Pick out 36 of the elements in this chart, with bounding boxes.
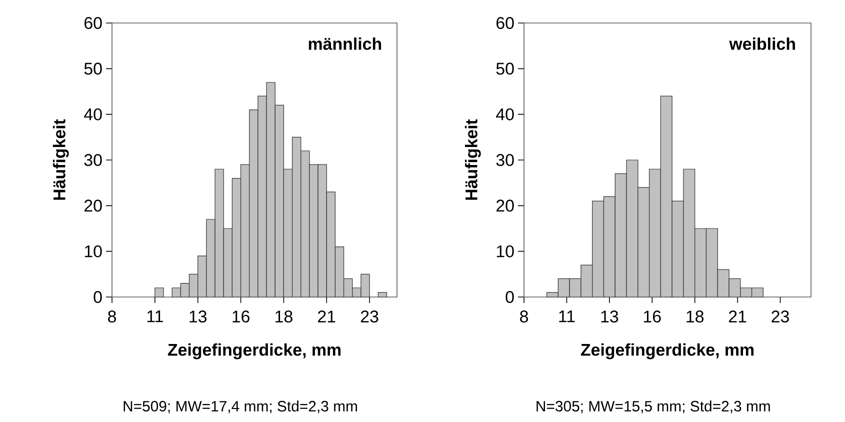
y-tick-label: 60 bbox=[496, 17, 514, 30]
y-tick-label: 0 bbox=[94, 291, 102, 304]
y-tick-label: 50 bbox=[84, 62, 102, 75]
y-tick-label: 40 bbox=[496, 108, 514, 120]
x-tick-label: 21 bbox=[318, 310, 336, 322]
y-tick-label: 10 bbox=[496, 245, 514, 258]
x-tick-label: 18 bbox=[276, 310, 292, 323]
text: N=509; MW=17,4 mm; Std=2,3 mm bbox=[124, 400, 357, 414]
x-tick-label: 11 bbox=[147, 310, 163, 322]
y-tick-label: 40 bbox=[84, 108, 102, 120]
y-tick-label: 10 bbox=[84, 245, 102, 258]
x-tick-label: 23 bbox=[772, 310, 789, 323]
x-tick-label: 21 bbox=[728, 310, 746, 322]
y-tick-label: 0 bbox=[506, 291, 514, 304]
y-axis-title: Häufigkeit bbox=[464, 119, 481, 200]
text: männlich bbox=[308, 37, 382, 50]
x-tick-label: 13 bbox=[190, 310, 207, 323]
y-tick-label: 60 bbox=[84, 17, 102, 30]
x-tick-label: 13 bbox=[601, 310, 618, 323]
x-tick-label: 23 bbox=[360, 310, 378, 323]
text: N=305; MW=15,5 mm; Std=2,3 mm bbox=[536, 400, 770, 414]
x-tick-label: 8 bbox=[520, 310, 528, 323]
x-tick-label: 16 bbox=[232, 310, 250, 323]
y-tick-label: 20 bbox=[496, 200, 514, 212]
x-tick-label: 18 bbox=[686, 310, 704, 323]
x-tick-label: 11 bbox=[559, 310, 575, 322]
x-axis-title: Zeigefingerdicke, mm bbox=[580, 343, 754, 360]
x-tick-label: 8 bbox=[108, 310, 116, 323]
text: weiblich bbox=[729, 37, 795, 50]
x-axis-title: Zeigefingerdicke, mm bbox=[168, 343, 341, 360]
y-tick-label: 50 bbox=[496, 62, 514, 75]
y-tick-label: 30 bbox=[84, 154, 102, 166]
y-tick-label: 30 bbox=[496, 154, 514, 166]
y-tick-label: 20 bbox=[84, 200, 102, 212]
x-tick-label: 16 bbox=[644, 310, 661, 323]
y-axis-title: Häufigkeit bbox=[52, 119, 69, 200]
